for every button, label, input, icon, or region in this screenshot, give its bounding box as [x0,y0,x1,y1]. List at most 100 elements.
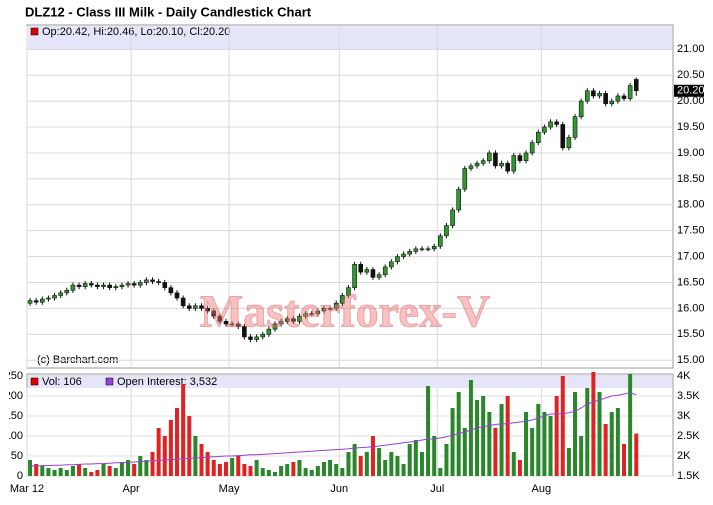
y-tick-label: 20.50 [677,69,705,81]
volume-bar [395,456,400,476]
x-tick-label: Mar 12 [10,483,44,495]
candle-body [382,266,388,276]
candle-body [242,326,247,338]
candle-body [431,245,437,250]
volume-legend: Vol: 106 [42,376,82,388]
volume-bar [579,436,584,476]
volume-bar [217,464,222,476]
candle-body [186,305,192,309]
volume-bar [138,456,143,476]
volume-bar [505,396,510,476]
candle-body [633,79,639,92]
candle-body [548,121,553,128]
y2-tick-label: 2.5K [677,430,700,442]
y-tick-label: 18.50 [677,173,705,185]
volume-bar [444,444,449,476]
candle-body [603,93,608,105]
candle-body [389,261,394,268]
volume-bar [628,374,633,476]
volume-bar [150,452,155,476]
candle-body [456,188,461,211]
legend-swatch [30,377,39,386]
volume-legend-band [28,375,672,388]
legend-swatch [30,27,39,36]
candle-body [211,310,217,317]
volume-bar [279,466,284,476]
volume-bar [230,458,235,476]
candle-body [462,168,468,190]
candle-body [370,269,376,278]
volume-bar [58,468,63,476]
volume-tick-label: 100 [5,430,23,442]
candle-body [535,131,541,143]
volume-bar [52,470,57,476]
candle-body [131,283,137,286]
candle-body [413,248,419,252]
candle-body [333,302,339,309]
volume-bar [101,464,106,476]
volume-bar [493,428,498,476]
volume-tick-label: 150 [5,410,23,422]
candle-body [597,93,602,97]
volume-bar [315,466,320,476]
y-tick-label: 19.00 [677,147,705,159]
volume-bar [285,464,290,476]
candle-body [58,292,63,296]
candle-body [327,308,333,310]
candle-body [254,336,259,340]
candle-body [358,264,364,273]
volume-bar [144,460,149,476]
y-tick-label: 17.00 [677,250,705,262]
volume-bar [193,436,198,476]
volume-bar [40,466,45,476]
volume-bar [603,424,608,476]
candle-body [303,313,308,317]
candle-body [46,297,51,300]
candle-body [284,318,290,322]
candle-body [217,315,223,322]
y2-tick-label: 3K [677,410,691,422]
candle-body [144,279,149,283]
candle-body [260,334,266,338]
candle-body [278,321,284,325]
legend-band [28,26,672,50]
volume-bar [487,412,492,476]
candle-body [627,85,633,99]
candle-body [346,287,351,296]
candle-body [168,287,174,294]
candle-body [487,152,492,162]
x-tick-label: Apr [123,483,140,495]
volume-bar [346,452,351,476]
candle-body [560,124,566,149]
y-tick-label: 15.50 [677,328,705,340]
volume-bar [224,462,229,476]
volume-bar [254,460,259,476]
candle-body [150,279,155,282]
volume-bar [560,376,565,476]
legend-swatch [105,377,114,386]
volume-bar [321,462,326,476]
candle-body [52,295,57,299]
price-legend: Op:20.42, Hi:20.46, Lo:20.10, Cl:20.20 [42,26,230,38]
volume-bar [468,380,473,476]
candle-body [505,163,510,172]
candle-body [584,90,590,102]
volume-tick-label: 0 [17,470,23,482]
candle-body [125,283,131,286]
volume-bar [413,440,418,476]
y-tick-label: 20.00 [677,95,705,107]
volume-bar [340,468,345,476]
volume-bar [199,444,204,476]
volume-bar [524,412,529,476]
candle-body [193,305,198,309]
candle-body [474,163,480,167]
y2-tick-label: 1.5K [677,470,700,482]
candle-body [419,248,425,251]
candle-body [119,284,125,287]
last-price-label: 20.20 [677,85,705,97]
y-tick-label: 19.50 [677,121,705,133]
volume-bar [162,436,167,476]
price-panel [26,24,674,369]
volume-bar [585,388,590,476]
